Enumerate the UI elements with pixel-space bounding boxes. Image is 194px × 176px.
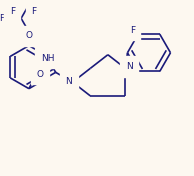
Text: N: N	[65, 77, 72, 86]
Text: O: O	[36, 70, 43, 79]
Text: F: F	[10, 7, 15, 16]
Text: F: F	[31, 7, 36, 16]
Text: F: F	[0, 14, 4, 23]
Text: O: O	[25, 31, 32, 40]
Text: N: N	[126, 62, 133, 71]
Text: NH: NH	[41, 54, 55, 63]
Text: F: F	[130, 26, 135, 35]
